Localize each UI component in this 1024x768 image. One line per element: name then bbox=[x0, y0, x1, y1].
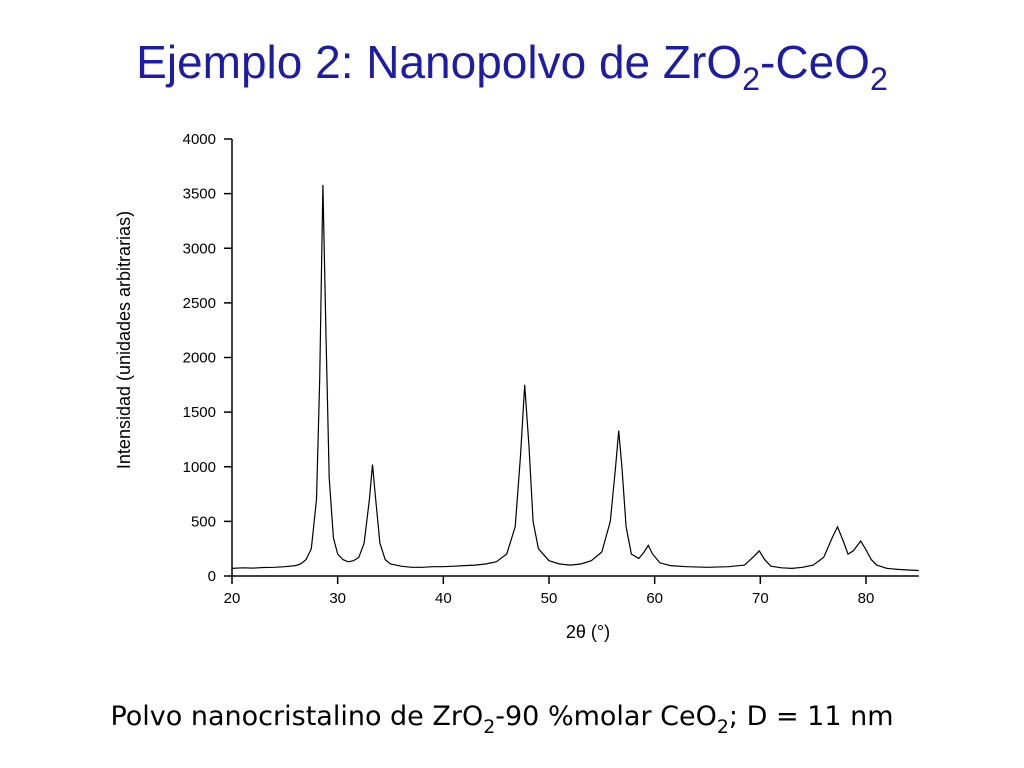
x-tick-label: 70 bbox=[752, 590, 769, 607]
text-part: ; D = 11 nm bbox=[729, 701, 894, 732]
x-tick-label: 40 bbox=[435, 590, 452, 607]
text-part: Polvo nanocristalino de ZrO bbox=[110, 701, 483, 732]
xrd-pattern bbox=[231, 184, 919, 572]
y-tick-label: 3500 bbox=[183, 186, 216, 203]
y-tick-label: 2000 bbox=[183, 350, 216, 367]
y-tick-label: 1000 bbox=[183, 459, 216, 476]
subscript: 2 bbox=[742, 61, 760, 97]
y-tick-label: 2500 bbox=[183, 295, 216, 312]
y-tick-label: 4000 bbox=[183, 131, 216, 148]
y-tick-label: 500 bbox=[191, 513, 216, 530]
y-tick-label: 3000 bbox=[183, 240, 216, 257]
x-tick-label: 20 bbox=[224, 590, 241, 607]
subscript: 2 bbox=[870, 61, 888, 97]
x-tick-label: 50 bbox=[541, 590, 558, 607]
text-part: -CeO bbox=[760, 36, 870, 88]
text-part: Ejemplo 2: Nanopolvo de ZrO bbox=[136, 36, 742, 88]
caption: Polvo nanocristalino de ZrO2-90 %molar C… bbox=[110, 701, 893, 738]
y-tick-label: 0 bbox=[208, 568, 216, 585]
x-tick-label: 60 bbox=[646, 590, 663, 607]
subscript: 2 bbox=[483, 716, 495, 738]
x-axis-label: 2θ (°) bbox=[566, 622, 610, 642]
y-tick-label: 1500 bbox=[183, 404, 216, 421]
x-tick-label: 30 bbox=[329, 590, 346, 607]
x-tick-label: 80 bbox=[858, 590, 875, 607]
y-axis-label: Intensidad (unidades arbitrarias) bbox=[114, 211, 134, 469]
subscript: 2 bbox=[717, 716, 729, 738]
slide-title: Ejemplo 2: Nanopolvo de ZrO2-CeO2 bbox=[136, 36, 888, 97]
text-part: -90 %molar CeO bbox=[495, 701, 717, 732]
